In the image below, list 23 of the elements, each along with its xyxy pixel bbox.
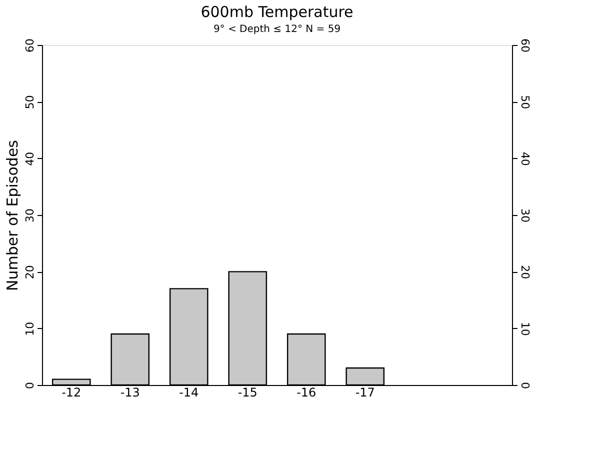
x-tick-label: -15 bbox=[238, 386, 258, 400]
x-tick-label: -13 bbox=[120, 386, 140, 400]
y-tick-label: 30 bbox=[24, 208, 36, 222]
x-tick-label: -16 bbox=[296, 386, 316, 400]
x-tick-label: -14 bbox=[179, 386, 199, 400]
y-axis-title: Number of Episodes bbox=[4, 140, 22, 291]
y2-tick-label: 60 bbox=[518, 38, 532, 52]
y2-tick-label: 50 bbox=[518, 95, 532, 110]
chart-title: 600mb Temperature bbox=[200, 3, 354, 21]
y-tick-label: 10 bbox=[24, 322, 36, 336]
y-tick-label: 0 bbox=[24, 382, 36, 389]
x-tick-label: -17 bbox=[355, 386, 375, 400]
y2-tick-label: 40 bbox=[518, 152, 532, 166]
x-tick-label: -12 bbox=[62, 386, 82, 400]
y2-tick-label: 30 bbox=[518, 208, 532, 222]
y-tick-label: 40 bbox=[24, 152, 36, 166]
y-tick-label: 20 bbox=[24, 265, 36, 280]
y2-tick-label: 20 bbox=[518, 265, 532, 280]
chart-subtitle: 9° < Depth ≤ 12° N = 59 bbox=[213, 24, 341, 35]
y2-tick-label: 10 bbox=[518, 322, 532, 336]
y2-tick-label: 0 bbox=[518, 382, 532, 389]
y-tick-label: 50 bbox=[24, 95, 36, 110]
y-tick-label: 60 bbox=[24, 38, 36, 52]
